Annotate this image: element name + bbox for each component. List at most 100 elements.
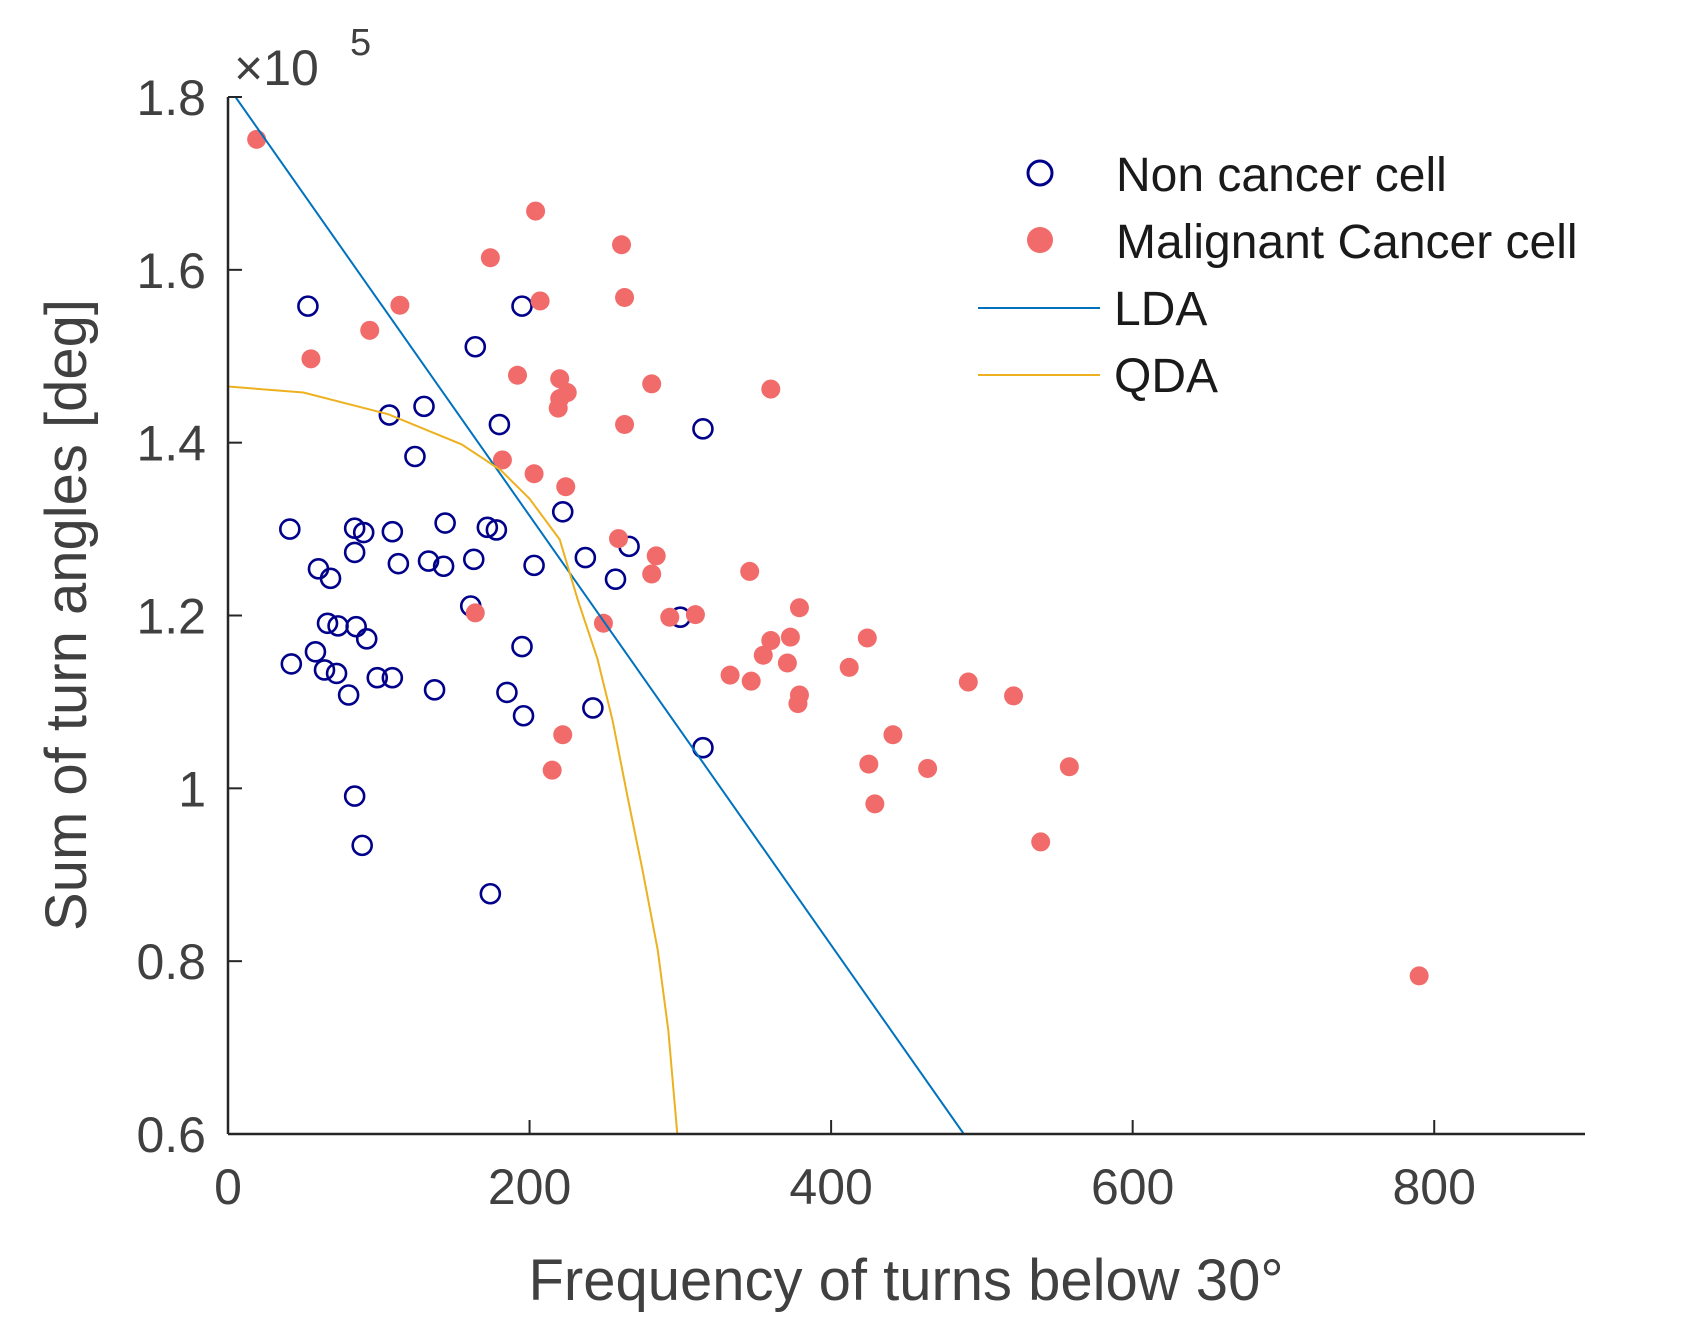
- malignant-point: [839, 657, 859, 677]
- non-cancer-point: [512, 704, 535, 727]
- y-tick-label: 0.8: [136, 934, 206, 990]
- malignant-point: [360, 320, 380, 340]
- malignant-point: [301, 349, 321, 369]
- malignant-point: [883, 725, 903, 745]
- legend-item-lda: LDA: [978, 283, 1207, 336]
- malignant-point: [542, 760, 562, 780]
- plot-area: [228, 97, 1429, 1134]
- non-cancer-point: [343, 541, 366, 564]
- y-tick-label: 1.8: [136, 70, 206, 126]
- non-cancer-point: [345, 615, 367, 638]
- malignant-point: [777, 653, 797, 673]
- axes: 0 200 400 600 800 0.6 0.8 1 1.2 1.4 1.6 1.8: [136, 70, 1585, 1215]
- non-cancer-point: [476, 516, 499, 539]
- malignant-point: [753, 645, 773, 665]
- non-cancer-point: [316, 612, 339, 635]
- malignant-point: [390, 295, 410, 315]
- non-cancer-point: [279, 518, 301, 540]
- non-cancer-point: [574, 546, 597, 569]
- non-cancer-point: [432, 555, 455, 578]
- non-cancer-point: [304, 640, 327, 663]
- non-cancer-point: [307, 558, 330, 580]
- non-cancer-point: [417, 550, 440, 572]
- malignant-point: [615, 287, 635, 307]
- x-axis-title: Frequency of turns below 30°: [528, 1248, 1283, 1313]
- non-cancer-point: [511, 635, 533, 658]
- y-multiplier: ×10 5: [234, 22, 371, 96]
- non-cancer-point: [551, 500, 574, 523]
- legend-label: LDA: [1114, 283, 1207, 336]
- non-cancer-point: [366, 666, 389, 689]
- series-qda: [228, 385, 679, 1134]
- non-cancer-point: [325, 662, 348, 685]
- non-cancer-point: [523, 554, 545, 577]
- malignant-point: [524, 464, 544, 484]
- non-cancer-point: [464, 335, 487, 358]
- malignant-point: [530, 291, 550, 311]
- y-tick-label: 1.2: [136, 589, 206, 645]
- series-lda: [234, 97, 965, 1134]
- non-cancer-point: [313, 659, 336, 681]
- malignant-point: [741, 671, 761, 691]
- y-multiplier-exponent: 5: [350, 22, 371, 64]
- malignant-point: [480, 248, 500, 268]
- malignant-point: [612, 235, 632, 255]
- malignant-point: [492, 450, 512, 470]
- legend-label: QDA: [1114, 350, 1218, 403]
- malignant-point: [720, 665, 740, 685]
- y-tick-label: 1.6: [136, 243, 206, 299]
- malignant-point: [865, 794, 885, 814]
- malignant-point: [761, 631, 781, 651]
- x-tick-label: 400: [789, 1159, 872, 1215]
- malignant-point: [780, 627, 800, 647]
- non-cancer-point: [297, 295, 319, 317]
- non-cancer-point: [352, 521, 375, 544]
- non-cancer-point: [423, 679, 446, 701]
- legend-label: Malignant Cancer cell: [1116, 216, 1578, 269]
- non-cancer-point: [337, 684, 360, 706]
- x-ticks: 0 200 400 600 800: [214, 1120, 1476, 1215]
- malignant-point: [553, 725, 573, 745]
- malignant-point: [660, 607, 680, 627]
- malignant-point: [548, 398, 568, 418]
- non-cancer-point: [488, 413, 511, 436]
- y-tick-label: 1: [178, 761, 206, 817]
- non-cancer-point: [351, 834, 373, 857]
- non-cancer-point: [479, 882, 502, 905]
- malignant-point: [465, 603, 485, 623]
- malignant-point: [609, 529, 629, 549]
- non-cancer-point: [404, 445, 426, 468]
- y-tick-label: 1.4: [136, 416, 206, 472]
- malignant-point: [507, 365, 527, 385]
- x-tick-label: 800: [1393, 1159, 1476, 1215]
- non-cancer-point: [387, 552, 410, 575]
- malignant-point: [526, 201, 546, 221]
- series-malignant-cancer-cell: [247, 129, 1429, 986]
- malignant-point: [1409, 966, 1429, 986]
- non-cancer-point: [604, 568, 627, 591]
- non-cancer-point: [692, 418, 714, 440]
- non-cancer-point: [355, 628, 378, 650]
- malignant-point: [740, 561, 760, 581]
- non-cancer-point: [327, 615, 349, 637]
- malignant-point: [646, 546, 666, 566]
- non-cancer-point: [319, 567, 342, 590]
- lda-boundary-line: [234, 97, 965, 1134]
- non-cancer-point: [381, 666, 404, 689]
- malignant-point: [859, 754, 879, 774]
- malignant-point: [1059, 757, 1079, 777]
- malignant-point: [1004, 686, 1024, 706]
- legend: Non cancer cell Malignant Cancer cell LD…: [978, 149, 1578, 403]
- malignant-point: [761, 379, 781, 399]
- malignant-point: [958, 672, 978, 692]
- malignant-point: [642, 374, 662, 394]
- x-tick-label: 200: [488, 1159, 571, 1215]
- legend-label: Non cancer cell: [1116, 149, 1447, 202]
- filled-circle-icon: [1027, 227, 1053, 253]
- legend-item-malignant: Malignant Cancer cell: [1027, 216, 1578, 269]
- y-axis-title: Sum of turn angles [deg]: [34, 299, 99, 931]
- malignant-point: [247, 129, 267, 149]
- malignant-point: [615, 415, 635, 435]
- legend-item-non-cancer: Non cancer cell: [1026, 149, 1447, 202]
